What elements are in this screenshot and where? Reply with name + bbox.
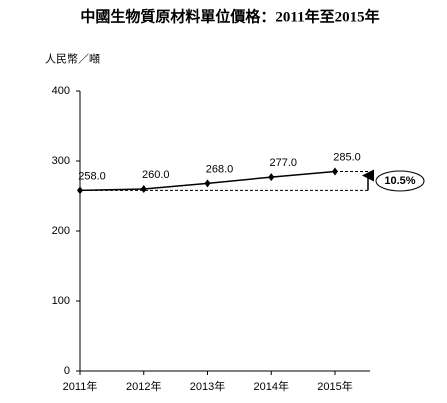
y-tick-label: 400 [52,85,70,97]
x-tick-label: 2013年 [190,379,225,393]
point [268,173,275,182]
y-tick-label: 300 [52,155,70,167]
value-label: 277.0 [269,157,297,169]
y-tick-label: 0 [64,365,70,377]
point [140,185,147,193]
chart-title: 中國生物質原材料單位價格：2011年至2015年 [80,7,379,25]
value-label: 258.0 [78,170,106,182]
x-tick-label: 2014年 [254,379,289,393]
annotation: 10.5% [384,175,415,187]
x-tick-label: 2012年 [126,379,161,393]
value-label: 268.0 [206,163,234,175]
y-axis-label: 人民幣／噸 [45,52,100,66]
y-tick-label: 100 [52,295,70,307]
point [204,179,211,188]
value-label: 260.0 [142,169,170,181]
x-tick-label: 2011年 [63,379,98,393]
x-tick-label: 2015年 [317,379,352,393]
value-label: 285.0 [333,151,361,163]
y-tick-label: 200 [52,225,70,237]
annotation-box [375,170,425,192]
